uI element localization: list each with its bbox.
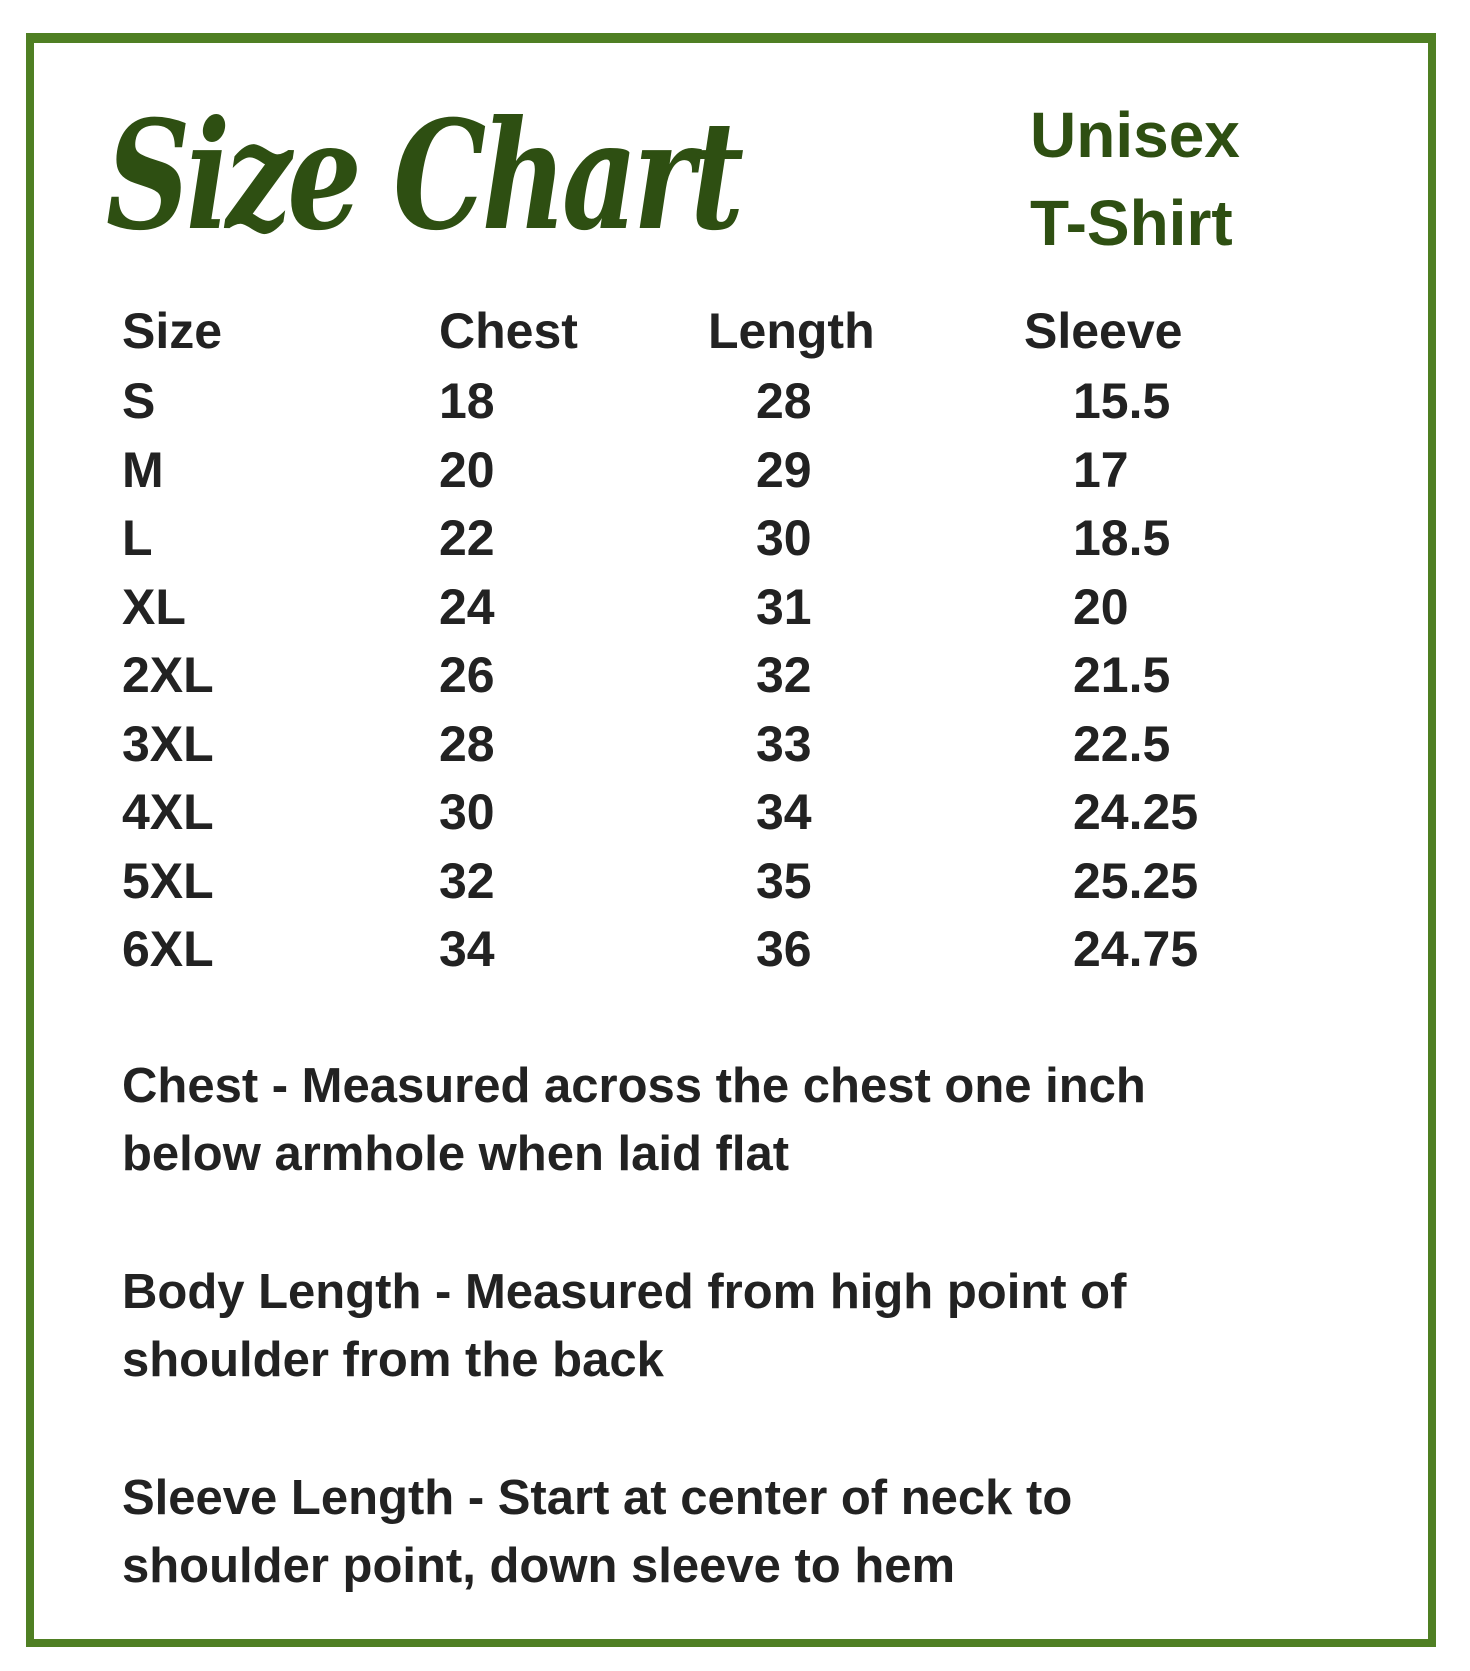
table-cell: 18.5	[1073, 510, 1171, 566]
subtitle-line-1: Unisex	[1030, 99, 1240, 171]
table-cell: M	[122, 441, 164, 498]
note-line: below armhole when laid flat	[122, 1127, 790, 1181]
table-cell: 29	[756, 441, 812, 498]
table-cell: 24	[439, 578, 495, 635]
table-cell: 20	[439, 441, 495, 498]
table-cell: 2XL	[122, 647, 214, 703]
table-cell: S	[122, 373, 156, 429]
table-cell: 28	[439, 715, 495, 772]
table-cell: 21.5	[1073, 647, 1171, 703]
note-line: Body Length - Measured from high point o…	[122, 1265, 1127, 1319]
note-line: Sleeve Length - Start at center of neck …	[122, 1471, 1073, 1525]
table-cell: 5XL	[122, 852, 214, 909]
column-header: Chest	[439, 303, 578, 359]
table-cell: 33	[756, 715, 812, 772]
table-cell: 3XL	[122, 715, 214, 772]
table-cell: 32	[439, 852, 495, 909]
table-cell: 6XL	[122, 921, 214, 977]
table-cell: 15.5	[1073, 373, 1171, 429]
column-header: Sleeve	[1024, 303, 1183, 359]
table-cell: 30	[439, 784, 495, 840]
table-cell: 17	[1073, 441, 1129, 498]
table-cell: 32	[756, 647, 812, 703]
table-cell: 24.25	[1073, 784, 1199, 840]
page-title: Size Chart	[106, 88, 744, 264]
note-line: shoulder point, down sleeve to hem	[122, 1539, 956, 1593]
table-cell: 34	[439, 921, 495, 977]
note-line: shoulder from the back	[122, 1333, 664, 1387]
column-header: Length	[708, 303, 875, 359]
table-cell: 28	[756, 373, 812, 429]
table-cell: 22.5	[1073, 715, 1171, 772]
size-chart-frame	[26, 33, 1436, 1647]
table-cell: 4XL	[122, 784, 214, 840]
table-cell: L	[122, 510, 153, 566]
table-cell: 20	[1073, 578, 1129, 635]
note-line: Chest - Measured across the chest one in…	[122, 1059, 1146, 1113]
column-header: Size	[122, 303, 223, 359]
table-cell: 22	[439, 510, 495, 566]
table-cell: 35	[756, 852, 812, 909]
table-cell: 26	[439, 647, 495, 703]
table-cell: 34	[756, 784, 812, 840]
table-cell: 36	[756, 921, 812, 977]
subtitle-line-2: T-Shirt	[1030, 187, 1233, 259]
table-cell: 18	[439, 373, 495, 429]
table-cell: XL	[122, 578, 186, 635]
table-cell: 30	[756, 510, 812, 566]
table-cell: 31	[756, 578, 812, 635]
table-cell: 25.25	[1073, 852, 1199, 909]
table-cell: 24.75	[1073, 921, 1199, 977]
